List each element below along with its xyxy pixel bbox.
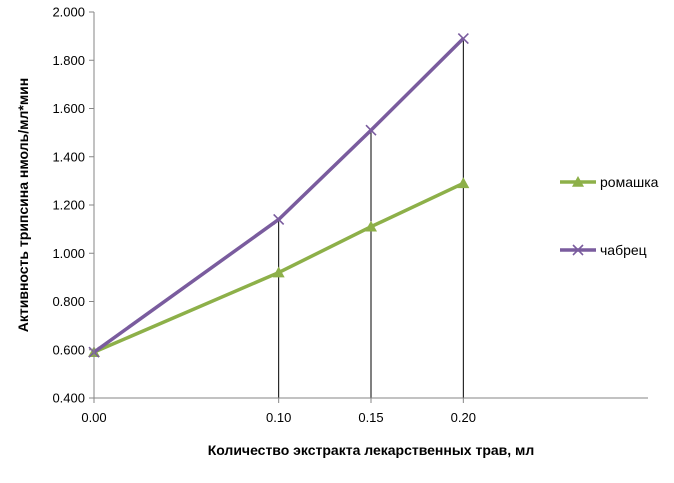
y-tick-label: 1.800 <box>52 53 85 68</box>
y-tick-label: 0.800 <box>52 294 85 309</box>
series-2-point <box>273 213 285 226</box>
series-2-point <box>457 32 469 45</box>
series-2-point <box>365 124 377 136</box>
x-tick-label: 0.10 <box>266 410 291 425</box>
marker-stroke <box>457 32 469 45</box>
y-tick-label: 1.400 <box>52 149 85 164</box>
series-2-line <box>92 37 465 354</box>
y-tick-label: 1.000 <box>52 246 85 261</box>
x-axis-ticks: 0.00 0.10 0.15 0.20 <box>81 398 476 425</box>
y-tick-label: 0.400 <box>52 391 85 406</box>
x-tick-label: 0.00 <box>81 410 106 425</box>
y-tick-label: 1.600 <box>52 101 85 116</box>
marker-stroke <box>273 213 285 226</box>
legend-1-swatch-marker <box>572 176 584 187</box>
legend-2-label: чабрец <box>600 242 647 258</box>
legend-2-swatch-marker <box>572 244 584 256</box>
y-tick-label: 0.600 <box>52 342 85 357</box>
series-1-point <box>272 266 285 278</box>
marker-stroke <box>572 244 584 256</box>
series-1-line <box>93 181 465 354</box>
y-axis-title: Активность трипсина нмоль/мл*мин <box>15 78 31 332</box>
x-axis-title: Количество экстракта лекарственных трав,… <box>208 442 535 458</box>
x-tick-label: 0.20 <box>451 410 476 425</box>
marker-stroke <box>365 124 377 136</box>
series-1-point <box>457 177 470 189</box>
x-tick-label: 0.15 <box>358 410 383 425</box>
legend-1-label: ромашка <box>600 174 659 190</box>
y-axis-ticks: 0.400 0.600 0.800 1.000 1.200 1.400 1.600 1.800… <box>52 5 94 406</box>
y-tick-label: 2.000 <box>52 5 85 20</box>
legend: ромашка чабрец <box>560 174 659 258</box>
y-tick-label: 1.200 <box>52 198 85 213</box>
series-1-point <box>365 220 377 232</box>
